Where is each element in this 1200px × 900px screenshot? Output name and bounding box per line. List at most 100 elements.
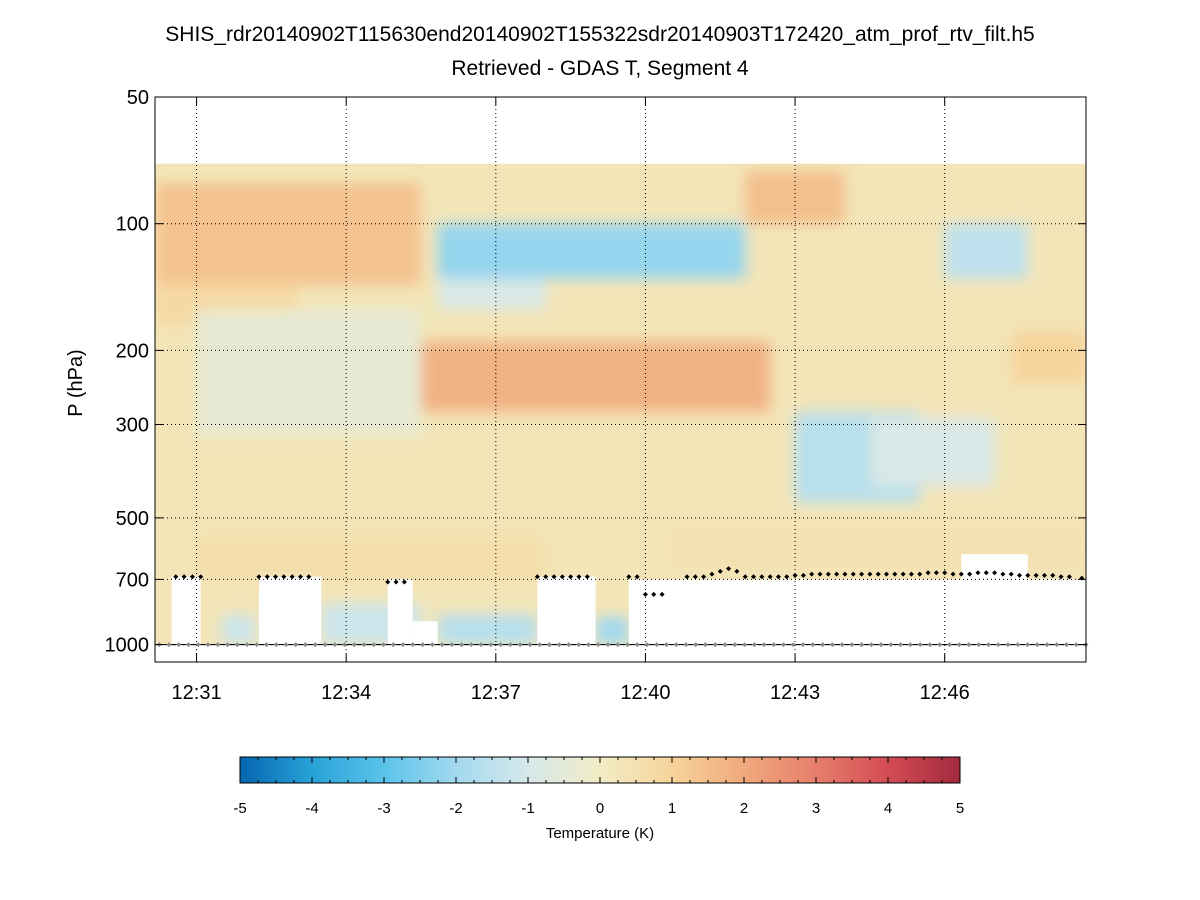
plot-frame — [154, 96, 1087, 663]
surface-marker — [244, 642, 250, 648]
cloud-top-marker — [759, 574, 765, 580]
cloud-top-marker — [297, 574, 303, 580]
cloud-top-marker — [825, 571, 831, 577]
surface-marker — [215, 642, 221, 648]
surface-marker — [615, 642, 621, 648]
cloud-top-marker — [1050, 572, 1056, 578]
surface-marker — [742, 642, 748, 648]
surface-marker — [459, 642, 465, 648]
colorbar-tick-label: -2 — [449, 800, 462, 817]
surface-marker — [176, 642, 182, 648]
cloud-top-marker — [717, 568, 723, 574]
surface-marker — [966, 642, 972, 648]
cloud-top-marker — [817, 571, 823, 577]
cloud-top-marker — [642, 591, 648, 597]
surface-marker — [1044, 642, 1050, 648]
cloud-top-marker — [692, 574, 698, 580]
cloud-top-marker — [576, 574, 582, 580]
field-cold-region — [437, 223, 746, 279]
surface-marker — [381, 642, 387, 648]
cloud-top-marker — [559, 574, 565, 580]
no-data-regions — [155, 554, 1086, 662]
surface-marker — [1024, 642, 1030, 648]
surface-marker — [839, 642, 845, 648]
surface-marker — [546, 642, 552, 648]
surface-marker — [488, 642, 494, 648]
no-data-region — [171, 576, 201, 645]
surface-marker — [829, 642, 835, 648]
cloud-top-marker — [792, 572, 798, 578]
surface-marker — [663, 642, 669, 648]
cloud-top-marker — [900, 571, 906, 577]
surface-marker — [537, 642, 543, 648]
cloud-top-marker — [925, 570, 931, 576]
surface-marker — [507, 642, 513, 648]
surface-marker — [371, 642, 377, 648]
surface-marker — [263, 642, 269, 648]
surface-marker — [351, 642, 357, 648]
surface-marker — [303, 642, 308, 648]
surface-marker — [722, 642, 728, 648]
surface-marker — [956, 642, 962, 648]
colorbar: -5 -4 -3 -2 -1 0 1 2 3 4 5 Temperature (K) — [233, 756, 964, 842]
surface-marker — [283, 642, 289, 648]
surface-marker — [1005, 642, 1011, 648]
surface-marker — [673, 642, 679, 648]
cloud-top-marker — [173, 574, 179, 580]
surface-marker — [205, 642, 211, 648]
x-tick-label: 12:40 — [620, 682, 670, 704]
surface-marker — [527, 642, 533, 648]
surface-marker — [976, 642, 982, 648]
x-tick-label: 12:31 — [172, 682, 222, 704]
colorbar-ticks: -5 -4 -3 -2 -1 0 1 2 3 4 5 — [233, 757, 964, 817]
surface-marker — [420, 642, 426, 648]
cloud-top-marker — [1025, 572, 1031, 578]
field-cold-region — [437, 278, 546, 310]
surface-marker — [927, 642, 933, 648]
colorbar-tick-label: 2 — [740, 800, 748, 817]
cloud-top-marker — [734, 568, 740, 574]
x-tick-label: 12:37 — [471, 682, 521, 704]
surface-marker — [1063, 642, 1069, 648]
surface-marker — [1054, 642, 1060, 648]
surface-marker — [478, 642, 484, 648]
cloud-top-marker — [983, 570, 989, 576]
cloud-top-marker — [385, 579, 391, 585]
colorbar-tick-label: 3 — [812, 800, 820, 817]
cloud-top-marker — [551, 574, 557, 580]
surface-marker — [703, 642, 709, 648]
colorbar-tick-label: 0 — [596, 800, 604, 817]
surface-marker — [342, 642, 348, 648]
surface-marker — [293, 642, 299, 648]
cloud-top-marker — [256, 574, 262, 580]
surface-marker — [732, 642, 738, 648]
field-warm-region — [196, 535, 546, 580]
cloud-top-marker — [1066, 574, 1072, 580]
colorbar-tick-label: -4 — [305, 800, 318, 817]
cloud-top-marker — [651, 591, 657, 597]
cloud-top-marker — [859, 571, 865, 577]
surface-marker — [917, 642, 923, 648]
surface-marker — [224, 642, 230, 648]
surface-marker — [468, 642, 474, 648]
cloud-top-marker — [543, 574, 549, 580]
field-cold-region — [437, 614, 538, 645]
surface-marker — [898, 642, 904, 648]
surface-marker — [185, 642, 191, 648]
cloud-top-marker — [701, 574, 707, 580]
surface-marker — [683, 642, 689, 648]
cloud-top-marker — [534, 574, 540, 580]
surface-marker — [790, 642, 796, 648]
surface-marker — [810, 642, 816, 648]
field-cold-region — [221, 614, 255, 645]
cloud-top-marker — [181, 574, 187, 580]
surface-marker — [800, 642, 806, 648]
cloud-top-marker — [800, 572, 806, 578]
cloud-top-marker — [568, 574, 574, 580]
surface-marker — [937, 642, 943, 648]
surface-marker — [634, 642, 640, 648]
cloud-top-marker — [975, 570, 981, 576]
cloud-top-marker — [726, 566, 732, 572]
cloud-top-marker — [967, 571, 973, 577]
cloud-top-marker — [933, 570, 939, 576]
